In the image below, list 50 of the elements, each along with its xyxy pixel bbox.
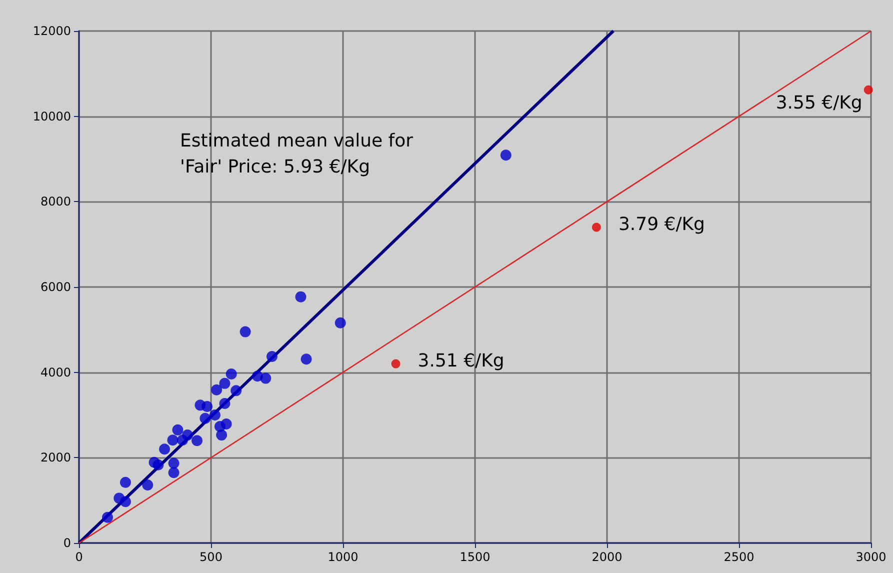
point [219,378,230,389]
x-tick-label: 1000 [328,550,358,564]
y-tick-label: 10000 [32,109,71,124]
point [230,385,242,396]
annotation: 3.79 €/Kg [618,214,705,235]
point [152,459,164,470]
point [159,444,170,455]
point [219,398,230,409]
y-tick-label: 12000 [32,24,71,38]
x-tick-label: 1500 [460,550,490,564]
point [102,512,114,523]
point [167,434,178,446]
annotation: 3.51 €/Kg [418,350,504,372]
point [202,400,213,412]
point [864,85,873,94]
point [300,354,312,365]
point [220,418,232,430]
x-tick-label: 2000 [592,550,622,564]
point [177,434,188,446]
x-tick-label: 2500 [724,550,754,564]
annotation: 3.55 €/Kg [776,92,862,114]
y-tick-label: 8000 [40,194,71,209]
point [192,435,203,446]
y-tick-label: 6000 [40,280,71,294]
point [500,150,512,161]
point [266,351,278,362]
x-tick-label: 0 [75,550,83,564]
point [209,410,220,420]
point [391,359,400,368]
y-tick-label: 0 [63,536,71,550]
point [211,384,222,396]
annotation: Estimated mean value for 'Fair' Price: 5.93 €/Kg [180,130,414,178]
point [168,467,180,478]
y-tick-label: 4000 [40,365,71,380]
point [334,317,346,328]
point [592,222,601,232]
point [240,326,251,338]
point [260,372,272,384]
point [168,458,180,469]
point [120,476,131,488]
point [120,496,131,508]
x-tick-label: 3000 [856,550,886,564]
point [295,291,306,302]
point [172,424,184,436]
point [142,479,154,490]
point [200,412,211,424]
point [216,430,228,441]
x-tick-label: 500 [200,550,222,564]
point [226,368,237,380]
y-tick-label: 2000 [40,450,71,465]
